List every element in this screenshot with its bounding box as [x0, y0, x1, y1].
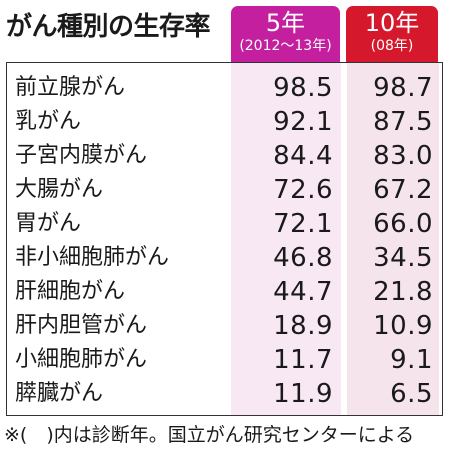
ten-year-rate: 6.5: [390, 379, 433, 409]
ten-year-rate: 83.0: [373, 141, 433, 171]
ten-year-rate: 87.5: [373, 107, 433, 137]
table-row: 非小細胞肺がん 46.8 34.5: [7, 241, 442, 275]
table-row: 前立腺がん 98.5 98.7: [7, 71, 442, 105]
header-ten-year: 10年 (08年): [346, 6, 438, 62]
ten-year-rate: 9.1: [390, 345, 433, 375]
survival-table: 前立腺がん 98.5 98.7 乳がん 92.1 87.5 子宮内膜がん 84.…: [6, 62, 443, 416]
header-ten-year-label: 10年: [364, 9, 420, 37]
header-ten-year-sub: (08年): [370, 38, 414, 54]
five-year-column-background: [231, 63, 341, 415]
table-row: 肝細胞がん 44.7 21.8: [7, 275, 442, 309]
header-five-year-label: 5年: [265, 9, 306, 37]
table-row: 大腸がん 72.6 67.2: [7, 173, 442, 207]
five-year-rate: 11.7: [273, 345, 333, 375]
ten-year-rate: 66.0: [373, 209, 433, 239]
five-year-rate: 84.4: [273, 141, 333, 171]
five-year-rate: 46.8: [273, 243, 333, 273]
ten-year-rate: 21.8: [373, 277, 433, 307]
cancer-type: 胃がん: [15, 211, 82, 236]
five-year-rate: 18.9: [273, 311, 333, 341]
ten-year-rate: 10.9: [373, 311, 433, 341]
cancer-type: 小細胞肺がん: [15, 347, 148, 372]
five-year-rate: 44.7: [273, 277, 333, 307]
cancer-type: 非小細胞肺がん: [15, 245, 170, 270]
table-rows: 前立腺がん 98.5 98.7 乳がん 92.1 87.5 子宮内膜がん 84.…: [7, 71, 442, 411]
ten-year-rate: 34.5: [373, 243, 433, 273]
header-five-year: 5年 (2012〜13年): [231, 6, 340, 62]
cancer-type: 大腸がん: [15, 177, 104, 202]
table-row: 膵臓がん 11.9 6.5: [7, 377, 442, 411]
five-year-rate: 11.9: [273, 379, 333, 409]
five-year-rate: 72.6: [273, 175, 333, 205]
table-row: 乳がん 92.1 87.5: [7, 105, 442, 139]
table-row: 子宮内膜がん 84.4 83.0: [7, 139, 442, 173]
footnote: ※( )内は診断年。国立がん研究センターによる: [4, 424, 415, 446]
table-row: 肝内胆管がん 18.9 10.9: [7, 309, 442, 343]
page-title: がん種別の生存率: [6, 12, 211, 42]
five-year-rate: 72.1: [273, 209, 333, 239]
cancer-type: 前立腺がん: [15, 75, 126, 100]
table-row: 胃がん 72.1 66.0: [7, 207, 442, 241]
header-five-year-sub: (2012〜13年): [239, 38, 332, 54]
ten-year-column-background: [347, 63, 439, 415]
five-year-rate: 92.1: [273, 107, 333, 137]
cancer-type: 肝内胆管がん: [15, 313, 148, 338]
five-year-rate: 98.5: [273, 73, 333, 103]
ten-year-rate: 98.7: [373, 73, 433, 103]
cancer-type: 子宮内膜がん: [15, 143, 148, 168]
cancer-type: 乳がん: [15, 109, 82, 134]
cancer-type: 肝細胞がん: [15, 279, 126, 304]
cancer-type: 膵臓がん: [15, 381, 104, 406]
ten-year-rate: 67.2: [373, 175, 433, 205]
table-row: 小細胞肺がん 11.7 9.1: [7, 343, 442, 377]
